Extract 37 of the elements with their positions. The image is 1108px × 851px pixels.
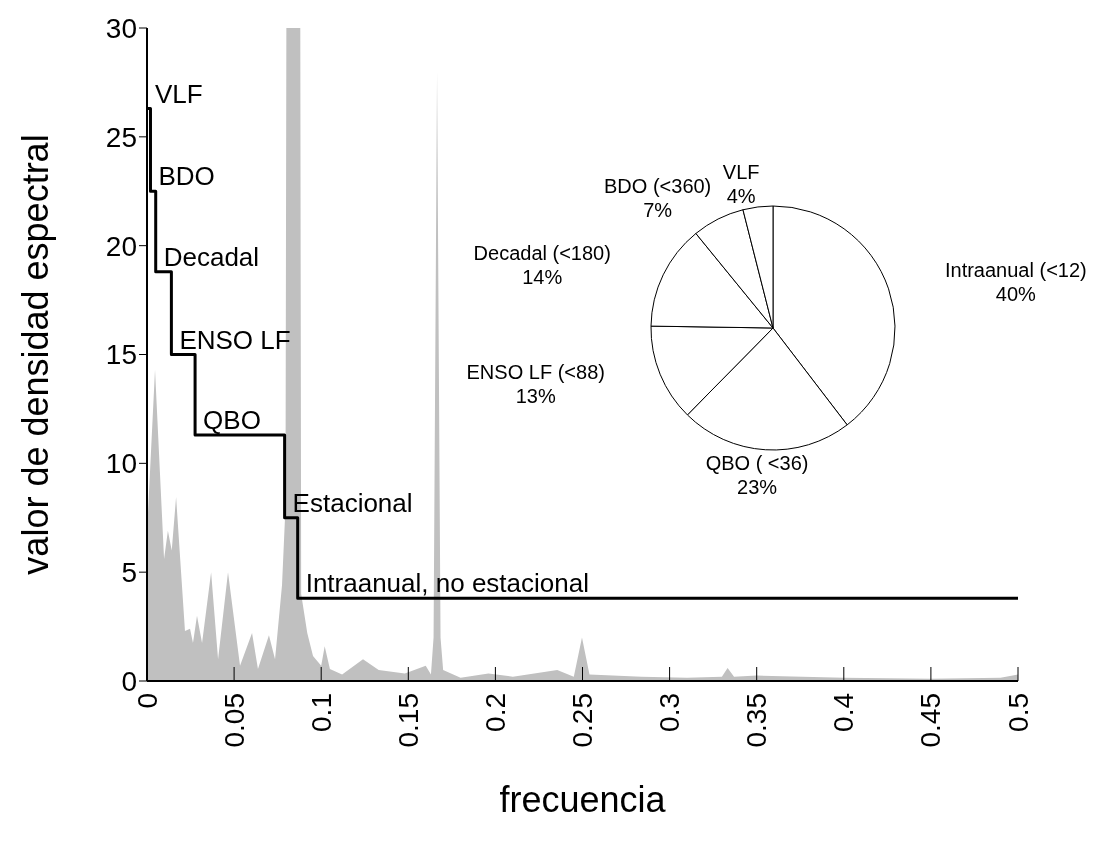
x-tick-label: 0.1 bbox=[305, 693, 337, 732]
annotation: Intraanual, no estacional bbox=[305, 568, 589, 599]
x-tick-label: 0.2 bbox=[479, 693, 511, 732]
slice-label: Decadal (<180) bbox=[473, 242, 611, 265]
y-tick-label: 5 bbox=[121, 557, 137, 589]
annotation: QBO bbox=[203, 405, 261, 436]
slice-label: BDO (<360) bbox=[604, 175, 712, 198]
x-tick-label: 0.35 bbox=[741, 693, 773, 748]
slice-label: ENSO LF (<88) bbox=[466, 361, 605, 384]
slice-label: Intraanual (<12) bbox=[944, 259, 1087, 282]
x-tick-label: 0.15 bbox=[392, 693, 424, 748]
annotation: Decadal bbox=[163, 241, 260, 272]
data-label: 23% bbox=[737, 476, 778, 499]
x-tick-label: 0.3 bbox=[654, 693, 686, 732]
x-tick-label: 0.4 bbox=[828, 693, 860, 732]
data-label: 14% bbox=[522, 266, 563, 289]
slice-label: VLF bbox=[722, 160, 760, 183]
y-tick-label: 30 bbox=[105, 12, 137, 44]
data-label: 7% bbox=[643, 199, 673, 222]
slice-label: QBO ( <36) bbox=[705, 452, 809, 475]
data-label: 4% bbox=[726, 184, 756, 207]
x-axis-title: frecuencia bbox=[499, 779, 667, 820]
annotation: VLF bbox=[155, 78, 203, 109]
y-tick-label: 10 bbox=[105, 448, 137, 480]
y-tick-label: 15 bbox=[105, 339, 137, 371]
y-tick-label: 20 bbox=[105, 230, 137, 262]
annotation: BDO bbox=[158, 161, 215, 192]
y-tick-label: 25 bbox=[105, 121, 137, 153]
x-tick-label: 0.5 bbox=[1002, 693, 1034, 732]
x-tick-label: 0.05 bbox=[218, 693, 250, 748]
x-tick-label: 0.45 bbox=[915, 693, 947, 748]
annotation: ENSO LF bbox=[179, 324, 291, 355]
x-tick-label: 0.25 bbox=[567, 693, 598, 748]
annotation: Estacional bbox=[292, 487, 413, 518]
data-label: 13% bbox=[515, 385, 556, 408]
y-axis-title: valor de densidad espectral bbox=[15, 134, 56, 575]
data-label: 40% bbox=[995, 283, 1037, 306]
